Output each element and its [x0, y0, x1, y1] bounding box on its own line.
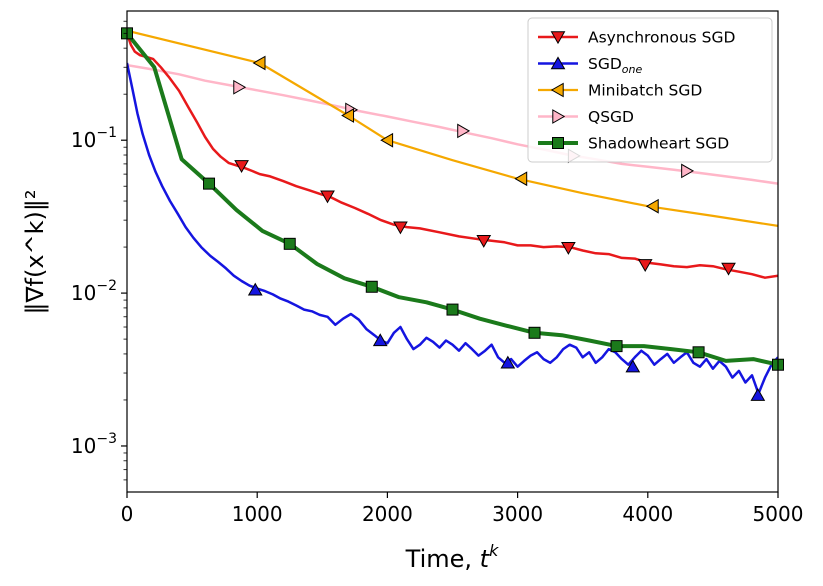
- legend-marker-shadowheart-sgd: [552, 137, 564, 149]
- data-point-asynchronous-sgd: [234, 160, 249, 173]
- legend-label-asynchronous-sgd: Asynchronous SGD: [588, 29, 736, 47]
- data-point-minibatch-sgd: [252, 55, 266, 71]
- legend: Asynchronous SGD SGDone Minibatch SGD QSGD S…: [527, 17, 773, 163]
- data-point-sgd: [750, 387, 766, 401]
- data-point-shadowheart-sgd: [203, 177, 216, 190]
- legend-marker-qsgd: [552, 109, 566, 124]
- legend-label-sgd: SGDone: [588, 55, 642, 76]
- marker-layer: [121, 27, 784, 401]
- data-point-asynchronous-sgd: [637, 259, 653, 273]
- series-line-sgd: [127, 62, 778, 395]
- data-point-shadowheart-sgd: [528, 326, 541, 339]
- data-point-minibatch-sgd: [380, 132, 394, 148]
- plot-frame: [126, 10, 779, 493]
- y-axis-label: ‖∇f(x^k)‖²: [21, 189, 49, 314]
- x-tick-label: 2000: [362, 502, 413, 526]
- data-point-asynchronous-sgd: [393, 221, 408, 235]
- x-tick-label: 1000: [232, 502, 283, 526]
- y-tick-label: 10−1: [71, 125, 117, 152]
- legend-label-shadowheart-sgd: Shadowheart SGD: [588, 135, 729, 153]
- data-point-qsgd: [233, 79, 247, 95]
- data-point-asynchronous-sgd: [721, 262, 736, 276]
- legend-marker-sgd: [550, 56, 566, 70]
- legend-marker-minibatch-sgd: [550, 82, 564, 98]
- data-point-asynchronous-sgd: [561, 242, 576, 255]
- data-point-qsgd: [681, 163, 695, 179]
- data-point-sgd: [247, 282, 263, 296]
- x-tick-label: 0: [121, 502, 134, 526]
- legend-label-qsgd: QSGD: [588, 108, 634, 126]
- data-point-sgd: [372, 333, 388, 347]
- data-point-minibatch-sgd: [341, 108, 355, 123]
- x-tick-label: 3000: [492, 502, 543, 526]
- y-tick-label: 10−3: [71, 431, 117, 458]
- data-point-asynchronous-sgd: [320, 190, 335, 204]
- data-point-minibatch-sgd: [514, 171, 528, 187]
- legend-box: [527, 17, 773, 163]
- axis-layer: 0 1000 2000 3000 4000 5000 10−1 10−2 10−3: [71, 20, 804, 526]
- legend-label-minibatch-sgd: Minibatch SGD: [588, 82, 702, 100]
- y-tick-label: 10−2: [71, 278, 117, 305]
- data-point-asynchronous-sgd: [476, 235, 492, 248]
- data-point-sgd: [500, 355, 516, 369]
- series-line-minibatch-sgd: [127, 29, 778, 227]
- data-point-minibatch-sgd: [645, 198, 659, 214]
- x-tick-label: 5000: [753, 502, 804, 526]
- data-point-shadowheart-sgd: [610, 340, 623, 353]
- data-point-sgd: [625, 359, 641, 373]
- data-point-shadowheart-sgd: [283, 237, 296, 250]
- data-point-qsgd: [457, 123, 471, 139]
- data-point-shadowheart-sgd: [446, 303, 459, 316]
- x-axis-label: Time, tk: [405, 541, 499, 573]
- series-line-asynchronous-sgd: [127, 32, 778, 279]
- x-tick-label: 4000: [622, 502, 673, 526]
- data-point-shadowheart-sgd: [365, 280, 378, 293]
- legend-marker-asynchronous-sgd: [550, 31, 566, 45]
- data-point-shadowheart-sgd: [692, 346, 705, 359]
